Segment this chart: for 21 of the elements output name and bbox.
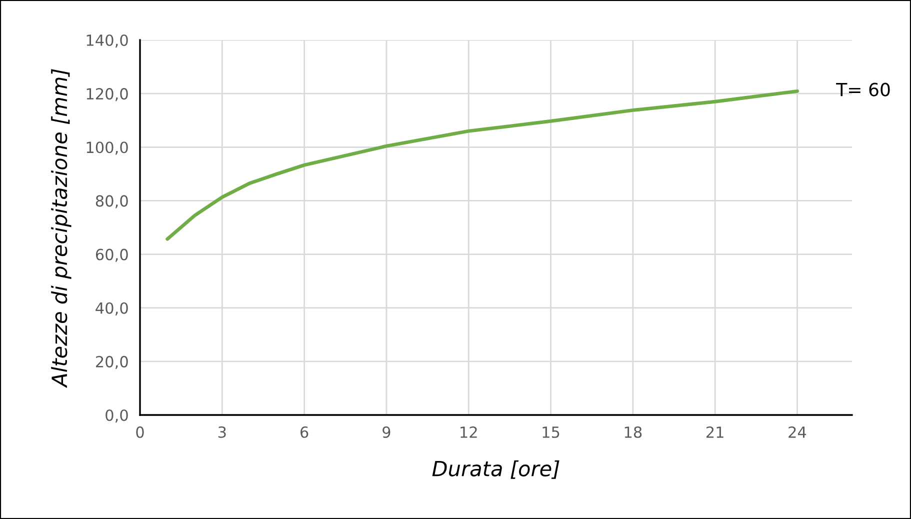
y-tick-label: 100,0 [86,142,128,155]
x-tick-label: 18 [624,426,642,438]
y-tick-label: 120,0 [86,88,128,102]
y-tick-label: 0,0 [106,409,128,423]
x-tick-label: 15 [542,426,560,438]
y-tick-label: 80,0 [96,195,128,208]
y-tick-label: 60,0 [96,248,128,262]
x-tick-label: 21 [706,426,724,438]
y-tick-label: 20,0 [96,356,128,370]
x-tick-label: 12 [460,426,477,438]
x-tick-label: 3 [218,426,226,438]
x-axis-title: Durata [ore] [432,460,560,479]
line-series [166,89,799,241]
text: T= 60 [836,82,890,96]
x-tick-label: 6 [300,426,308,438]
x-tick-label: 0 [136,426,144,438]
x-tick-label: 24 [788,426,806,438]
x-tick-label: 9 [382,426,390,438]
y-axis-title: Altezze di precipitazione [mm] [51,69,72,388]
y-tick-label: 140,0 [86,34,128,48]
y-tick-label: 40,0 [96,302,128,316]
